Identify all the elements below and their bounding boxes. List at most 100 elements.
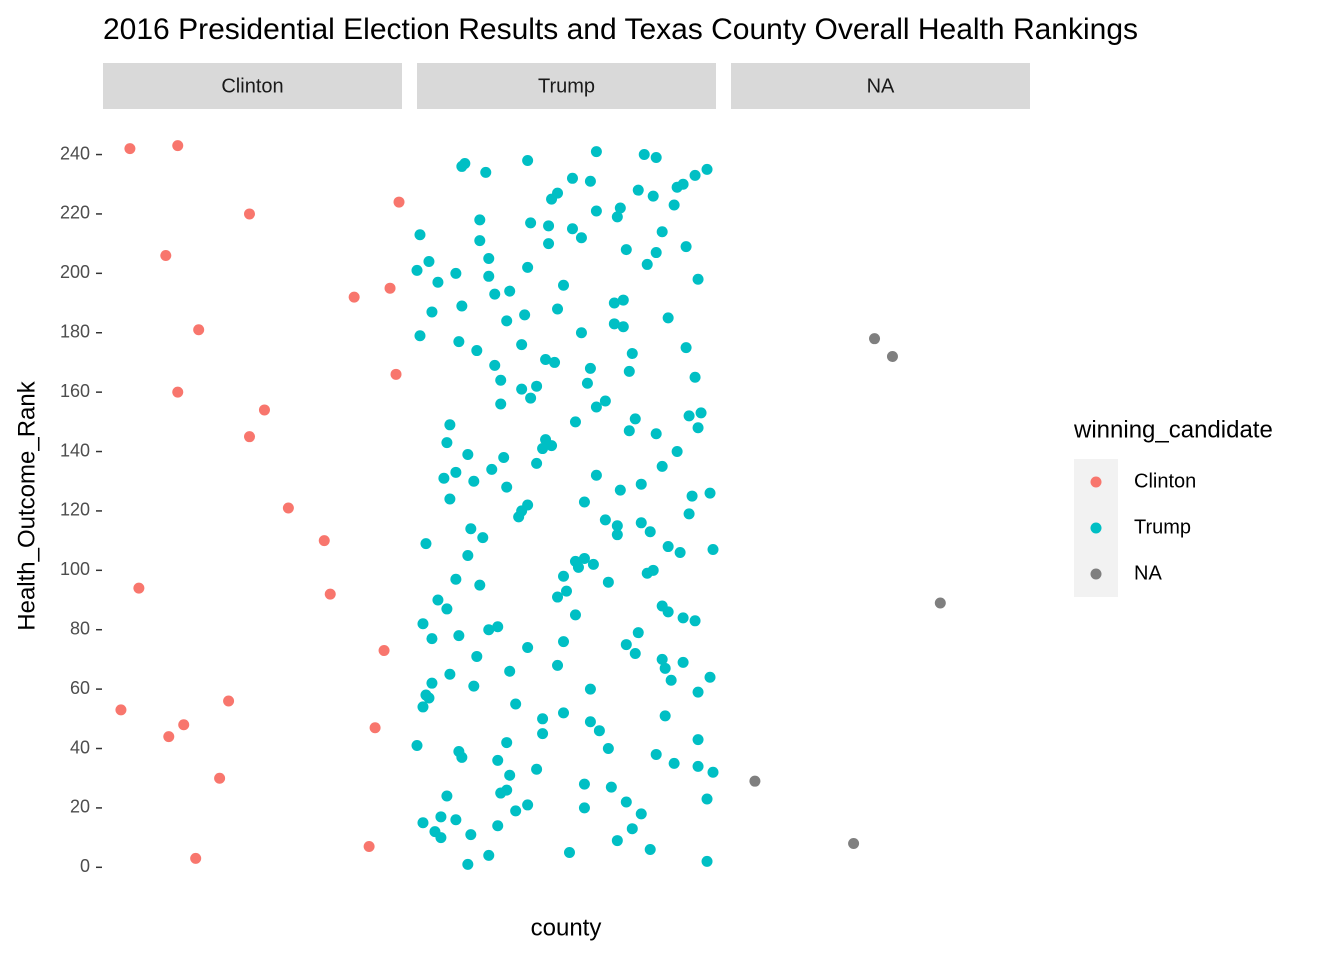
point [575,327,587,339]
point [665,674,677,686]
point [626,348,638,360]
point [614,484,626,496]
point [522,642,534,654]
point [650,152,662,164]
point [426,633,438,645]
point [483,624,495,636]
point [599,514,611,526]
point [566,172,578,184]
point [423,255,435,267]
point [522,154,534,166]
point [258,404,270,416]
x-axis-label: county [531,914,602,941]
legend-key [1090,568,1102,580]
point [662,312,674,324]
point [677,612,689,624]
point [575,232,587,244]
point [572,561,584,573]
point [498,451,510,463]
point [324,588,336,600]
y-tick-label: 100 [60,559,90,579]
point [599,395,611,407]
point [635,478,647,490]
point [435,811,447,823]
point [522,799,534,811]
point [477,532,489,544]
point [474,579,486,591]
facet-strip [103,63,402,109]
point [558,636,570,648]
point [662,606,674,618]
point [172,386,184,398]
point [531,763,543,775]
point [641,567,653,579]
point [495,374,507,386]
point [869,333,881,345]
point [886,350,898,362]
point [516,383,528,395]
point [650,428,662,440]
point [492,754,504,766]
point [537,443,549,455]
point [495,398,507,410]
point [414,229,426,241]
point [701,793,713,805]
point [644,843,656,855]
point [486,463,498,475]
point [124,143,136,155]
point [423,692,435,704]
point [650,247,662,259]
point [318,535,330,547]
legend-label: Trump [1134,516,1191,538]
legend-title: winning_candidate [1073,416,1273,443]
point [543,238,555,250]
point [578,552,590,564]
point [432,276,444,288]
point [369,722,381,734]
point [590,401,602,413]
point [450,814,462,826]
point [638,149,650,161]
point [689,371,701,383]
point [620,244,632,256]
point [671,446,683,458]
point [558,279,570,291]
point [363,841,375,853]
point [456,751,468,763]
chart-title: 2016 Presidential Election Results and T… [103,13,1138,46]
point [632,184,644,196]
point [578,778,590,790]
y-tick-label: 200 [60,262,90,282]
y-tick-label: 20 [70,797,90,817]
point [501,315,513,327]
point [578,802,590,814]
point [160,250,172,262]
point [444,419,456,431]
legend-key [1090,476,1102,488]
point [593,725,605,737]
point [522,261,534,273]
point [668,199,680,211]
point [552,303,564,315]
point [163,731,175,743]
point [692,273,704,285]
point [590,146,602,158]
point [692,734,704,746]
point [492,820,504,832]
legend-label: Clinton [1134,470,1196,492]
point [462,448,474,460]
point [453,630,465,642]
point [441,790,453,802]
point [543,220,555,232]
point [605,781,617,793]
point [489,288,501,300]
point [552,591,564,603]
point [471,650,483,662]
y-tick-label: 160 [60,381,90,401]
point [537,728,549,740]
point [614,202,626,214]
point [417,618,429,630]
point [701,163,713,175]
facet-label: Clinton [221,75,283,97]
point [417,817,429,829]
